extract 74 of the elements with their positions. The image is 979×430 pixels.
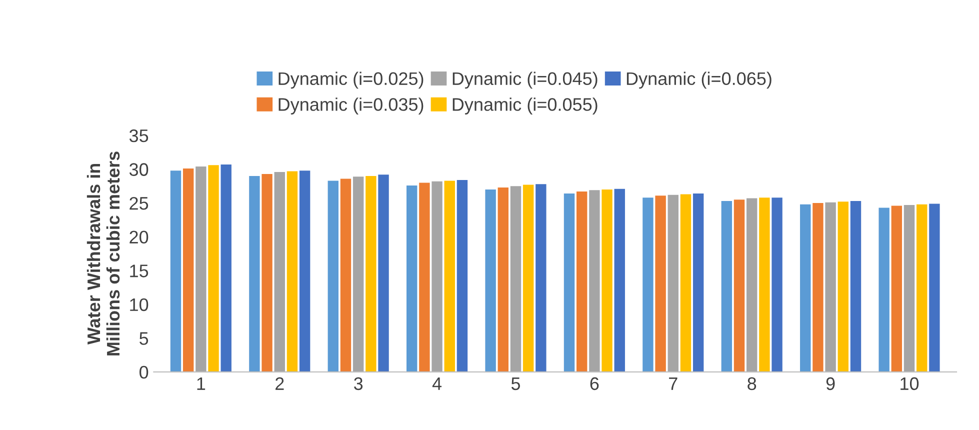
bar <box>522 184 534 372</box>
bar <box>812 203 824 372</box>
bar <box>170 170 182 372</box>
bar <box>929 204 940 372</box>
bar <box>208 165 219 372</box>
x-tick-label: 7 <box>669 377 678 390</box>
bar <box>655 196 666 372</box>
bar <box>916 204 928 372</box>
x-tick-label: 9 <box>826 377 835 390</box>
y-tick-label: 25 <box>130 196 148 210</box>
bar <box>274 172 285 372</box>
y-tick-label: 5 <box>140 332 148 345</box>
bar <box>406 185 418 372</box>
bar <box>692 194 704 372</box>
bar <box>196 166 206 372</box>
bar <box>328 180 338 372</box>
bar <box>891 206 902 372</box>
bar <box>825 202 836 372</box>
bar <box>366 176 376 372</box>
bar <box>602 190 612 372</box>
bar <box>734 200 745 372</box>
x-tick-label: 10 <box>900 377 919 390</box>
bar <box>299 170 310 372</box>
bar <box>746 198 758 372</box>
bar <box>838 202 848 372</box>
x-tick-label: 6 <box>590 377 599 390</box>
bar <box>510 186 522 372</box>
x-tick-label: 5 <box>511 377 520 390</box>
bar <box>680 194 692 372</box>
bar <box>456 180 468 372</box>
bar <box>642 198 654 372</box>
bar <box>340 178 352 372</box>
bar <box>432 181 442 372</box>
y-tick-label: 30 <box>129 163 148 176</box>
x-tick-label: 8 <box>748 377 756 390</box>
bar <box>444 180 455 372</box>
bar <box>576 192 588 372</box>
y-tick-label: 0 <box>140 366 148 379</box>
bar <box>182 168 194 372</box>
legend-label: Dynamic (i=0.045) <box>452 72 598 89</box>
bar <box>378 174 389 372</box>
bar <box>614 188 625 372</box>
y-tick-label: 35 <box>129 129 148 142</box>
legend-label: Dynamic (i=0.025) <box>278 72 424 89</box>
bar <box>772 198 782 372</box>
bar <box>878 208 890 372</box>
bar <box>800 204 811 372</box>
bar <box>220 164 232 372</box>
legend-label: Dynamic (i=0.065) <box>626 72 772 89</box>
bar <box>352 176 364 372</box>
legend-label: Dynamic (i=0.035) <box>278 98 424 114</box>
legend-label: Dynamic (i=0.055) <box>452 98 598 114</box>
x-tick-label: 4 <box>432 377 442 390</box>
bar <box>850 200 862 372</box>
y-axis-title: Water Withdrawals in Millions of cubic meters <box>86 152 120 356</box>
y-tick-label: 10 <box>130 298 148 312</box>
bar <box>286 171 298 372</box>
y-tick-label: 20 <box>130 230 148 244</box>
bar <box>419 182 430 372</box>
bar <box>564 194 575 372</box>
x-tick-label: 2 <box>276 377 284 390</box>
bar <box>498 187 508 372</box>
bar <box>759 198 770 372</box>
bar <box>485 190 496 372</box>
x-tick-label: 1 <box>197 377 206 390</box>
x-tick-label: 3 <box>354 377 363 390</box>
bar <box>668 194 678 372</box>
bar <box>721 200 732 372</box>
bar <box>536 184 546 372</box>
y-tick-label: 15 <box>130 264 148 278</box>
bar <box>249 176 260 372</box>
bar <box>904 205 915 372</box>
bar <box>262 174 272 372</box>
bar <box>589 190 600 372</box>
